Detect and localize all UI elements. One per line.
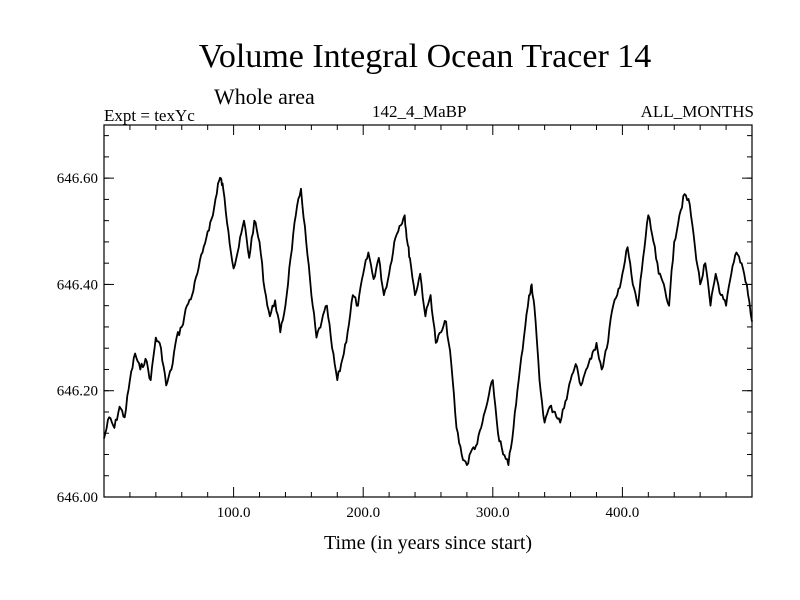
x-tick-label: 100.0: [217, 505, 251, 521]
tick-labels: 100.0 200.0 300.0 400.0 646.00 646.20 646.40 64…: [57, 171, 640, 521]
x-tick-label: 400.0: [606, 505, 640, 521]
plot-frame: [103, 124, 753, 498]
x-axis-label: Time (in years since start): [323, 532, 533, 554]
series-line: [103, 176, 753, 466]
run-id-label: 142_4_MaBP: [372, 102, 467, 121]
experiment-label: Expt = texYc: [104, 106, 195, 125]
chart-subtitle: Whole area: [214, 84, 315, 109]
y-tick-label: 646.40: [57, 277, 98, 293]
y-tick-label: 646.60: [57, 171, 98, 187]
axis-ticks: [104, 125, 752, 497]
months-label: ALL_MONTHS: [640, 102, 754, 121]
y-tick-label: 646.00: [57, 490, 98, 506]
chart-title: Volume Integral Ocean Tracer 14: [198, 38, 652, 75]
y-tick-label: 646.20: [57, 384, 98, 400]
x-tick-label: 300.0: [476, 505, 510, 521]
x-tick-label: 200.0: [346, 505, 380, 521]
